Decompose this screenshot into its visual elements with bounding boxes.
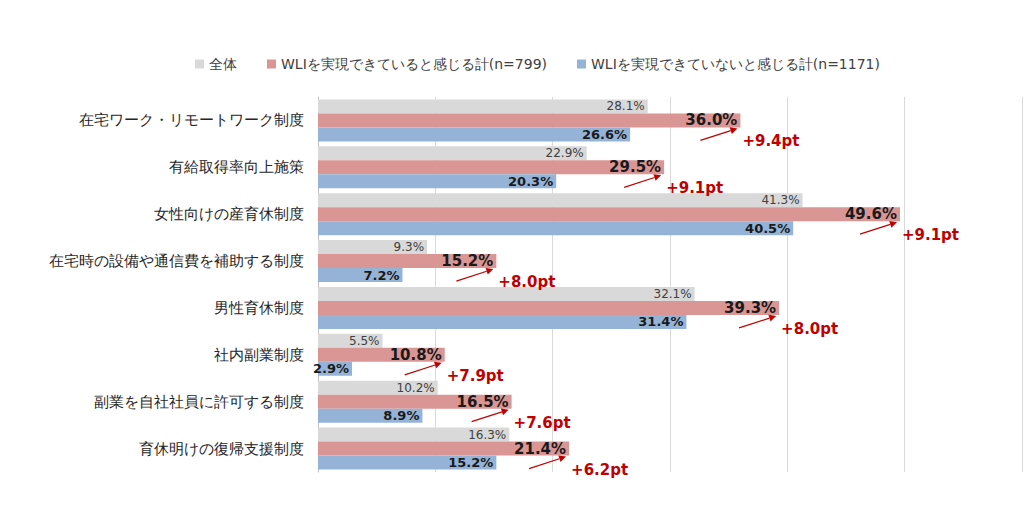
svg-text:+9.1pt: +9.1pt [902,226,959,244]
svg-text:26.6%: 26.6% [582,127,627,142]
svg-text:+7.6pt: +7.6pt [514,414,571,432]
svg-text:28.1%: 28.1% [607,99,645,113]
svg-text:10.8%: 10.8% [390,346,442,364]
svg-text:16.5%: 16.5% [457,393,509,411]
svg-text:男性育休制度: 男性育休制度 [214,299,304,317]
svg-text:10.2%: 10.2% [397,381,435,395]
svg-text:22.9%: 22.9% [546,146,584,160]
svg-text:15.2%: 15.2% [448,455,493,470]
svg-text:31.4%: 31.4% [638,314,683,329]
svg-text:+8.0pt: +8.0pt [781,320,838,338]
svg-text:+9.1pt: +9.1pt [666,179,723,197]
svg-text:36.0%: 36.0% [685,111,737,129]
svg-text:WLIを実現できていないと感じる計(n=1171): WLIを実現できていないと感じる計(n=1171) [591,56,880,72]
svg-text:社内副業制度: 社内副業制度 [214,346,304,364]
svg-text:32.1%: 32.1% [654,287,692,301]
svg-text:有給取得率向上施策: 有給取得率向上施策 [169,158,304,176]
svg-text:9.3%: 9.3% [394,240,425,254]
svg-text:2.9%: 2.9% [313,361,349,376]
svg-text:在宅ワーク・リモートワーク制度: 在宅ワーク・リモートワーク制度 [79,111,304,129]
svg-text:29.5%: 29.5% [609,158,661,176]
svg-text:+9.4pt: +9.4pt [742,132,799,150]
svg-text:16.3%: 16.3% [468,428,506,442]
svg-text:+7.9pt: +7.9pt [447,367,504,385]
svg-text:20.3%: 20.3% [508,174,553,189]
svg-text:全体: 全体 [209,56,237,72]
svg-text:7.2%: 7.2% [363,268,399,283]
svg-text:21.4%: 21.4% [514,440,566,458]
svg-text:WLIを実現できていると感じる計(n=799): WLIを実現できていると感じる計(n=799) [281,56,547,72]
svg-text:+8.0pt: +8.0pt [498,273,555,291]
svg-text:5.5%: 5.5% [349,334,380,348]
svg-text:在宅時の設備や通信費を補助する制度: 在宅時の設備や通信費を補助する制度 [49,252,304,270]
svg-text:40.5%: 40.5% [745,221,790,236]
svg-text:女性向けの産育休制度: 女性向けの産育休制度 [154,205,304,223]
svg-text:39.3%: 39.3% [724,299,776,317]
svg-text:育休明けの復帰支援制度: 育休明けの復帰支援制度 [139,440,304,458]
svg-text:8.9%: 8.9% [383,408,419,423]
svg-text:+6.2pt: +6.2pt [571,461,628,479]
svg-text:41.3%: 41.3% [761,193,799,207]
svg-text:副業を自社社員に許可する制度: 副業を自社社員に許可する制度 [94,393,304,411]
svg-text:49.6%: 49.6% [845,205,897,223]
svg-text:15.2%: 15.2% [441,252,493,270]
